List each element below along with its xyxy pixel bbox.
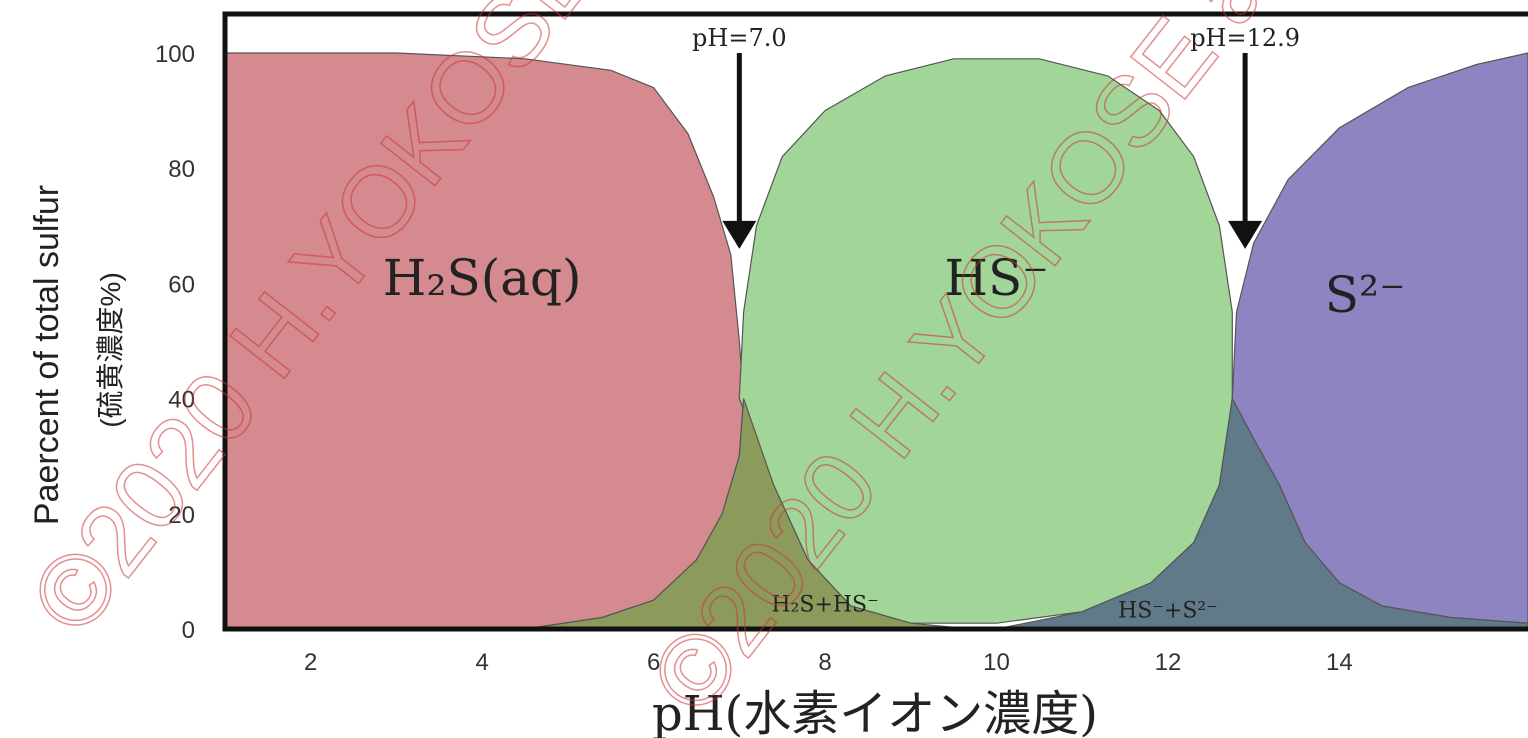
y-tick-label-0: 0 — [182, 617, 195, 644]
ph-annotation-0: pH=7.0 — [692, 24, 787, 52]
x-tick-label-0: 2 — [304, 649, 317, 676]
y-tick-label-5: 100 — [155, 41, 195, 68]
area-series-4 — [996, 396, 1528, 630]
y-tick-labels: 0 20 40 60 80 100 — [155, 41, 195, 644]
plot-frame — [222, 11, 1528, 632]
x-tick-label-6: 14 — [1326, 649, 1353, 676]
region-labels: H₂S(aq) HS⁻ S²⁻ H₂S+HS⁻ HS⁻+S²⁻ — [383, 249, 1406, 624]
region-label-2: S²⁻ — [1325, 266, 1406, 324]
x-tick-label-5: 12 — [1155, 649, 1182, 676]
arrow-head-1 — [1228, 220, 1263, 249]
y-tick-label-4: 80 — [168, 156, 195, 183]
y-axis-label: Paercent of total sulfur — [28, 185, 66, 525]
species-areas — [224, 52, 1528, 630]
region-label-0: H₂S(aq) — [383, 249, 582, 307]
region-label-3: H₂S+HS⁻ — [771, 593, 878, 618]
x-tick-label-3: 8 — [818, 649, 831, 676]
y-tick-label-2: 40 — [168, 387, 195, 414]
ph-arrows: pH=7.0 pH=12.9 — [692, 24, 1300, 249]
area-series-3 — [524, 398, 971, 630]
x-tick-labels: 2 4 6 8 10 12 14 — [304, 649, 1353, 676]
y-axis-sublabel: (硫黄濃度%) — [95, 272, 126, 428]
region-label-1: HS⁻ — [944, 249, 1048, 307]
region-label-4: HS⁻+S²⁻ — [1118, 598, 1218, 623]
x-tick-label-1: 4 — [475, 649, 488, 676]
y-tick-label-1: 20 — [168, 502, 195, 529]
x-tick-label-2: 6 — [647, 649, 660, 676]
ph-annotation-1: pH=12.9 — [1190, 24, 1300, 52]
y-tick-label-3: 60 — [168, 271, 195, 298]
x-axis-label: pH(水素イオン濃度) — [652, 686, 1098, 738]
arrow-head-0 — [722, 220, 757, 249]
x-tick-label-4: 10 — [983, 649, 1010, 676]
